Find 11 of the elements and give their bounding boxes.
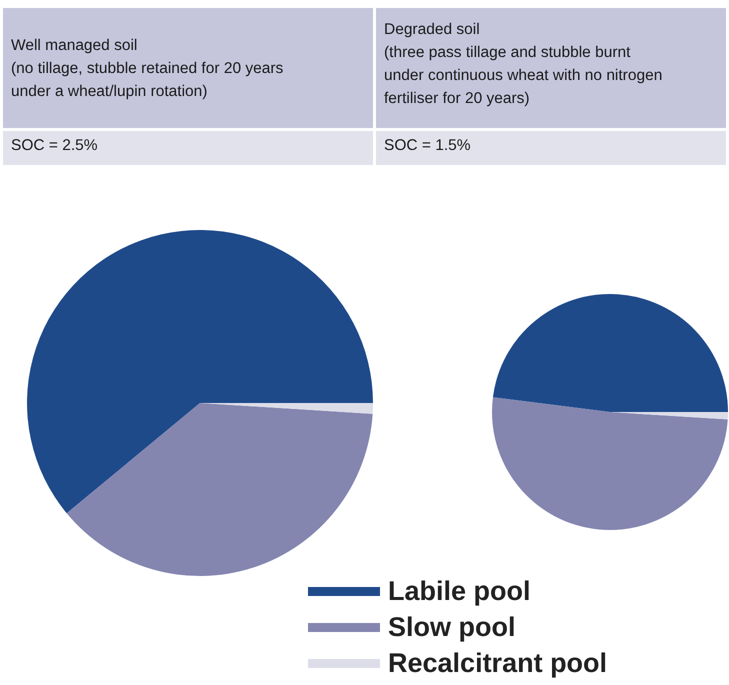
pie-slice [492,294,728,412]
pie-slice [27,230,373,514]
legend-label: Slow pool [388,612,516,642]
legend-label: Recalcitrant pool [388,648,608,678]
chart-subtitle: SOC = 1.5% [384,137,471,154]
chart-title: Well managed soil (no tillage, stubble retained for 20 years under a wheat/lupin rotation) [11,36,284,102]
pie-slice [66,403,373,576]
legend-label: Labile pool [388,576,531,606]
chart-title: Degraded soil (three pass tillage and stubble burnt under continuous wheat with no nitrogen fertiliser for 20 years) [384,20,662,109]
pie-slice [492,397,728,530]
chart-subtitle: SOC = 2.5% [11,137,98,154]
